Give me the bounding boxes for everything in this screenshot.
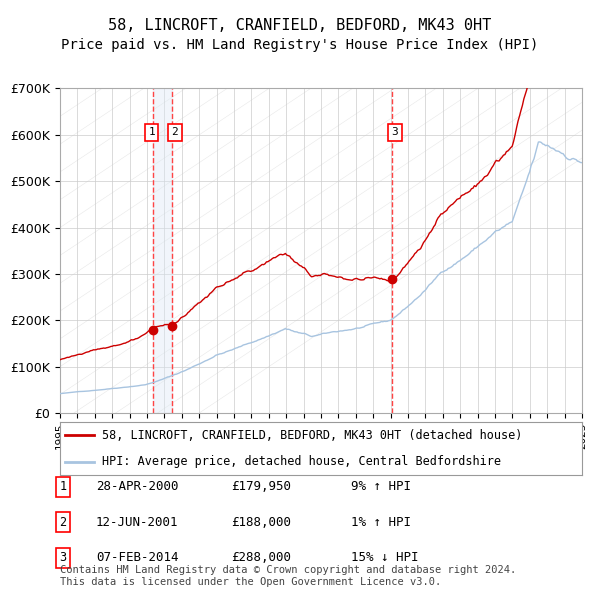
Text: 2: 2	[172, 127, 178, 137]
Text: 2: 2	[59, 516, 67, 529]
Bar	[152, 88, 172, 413]
Text: Contains HM Land Registry data © Crown copyright and database right 2024.
This d: Contains HM Land Registry data © Crown c…	[60, 565, 516, 587]
Text: £179,950: £179,950	[231, 480, 291, 493]
Text: 58, LINCROFT, CRANFIELD, BEDFORD, MK43 0HT: 58, LINCROFT, CRANFIELD, BEDFORD, MK43 0…	[109, 18, 491, 32]
Text: 07-FEB-2014: 07-FEB-2014	[96, 551, 179, 564]
Text: 3: 3	[59, 551, 67, 564]
Text: 9% ↑ HPI: 9% ↑ HPI	[351, 480, 411, 493]
Text: 15% ↓ HPI: 15% ↓ HPI	[351, 551, 419, 564]
Text: 3: 3	[392, 127, 398, 137]
Text: £288,000: £288,000	[231, 551, 291, 564]
Text: Price paid vs. HM Land Registry's House Price Index (HPI): Price paid vs. HM Land Registry's House …	[61, 38, 539, 53]
Text: £188,000: £188,000	[231, 516, 291, 529]
Text: 58, LINCROFT, CRANFIELD, BEDFORD, MK43 0HT (detached house): 58, LINCROFT, CRANFIELD, BEDFORD, MK43 0…	[102, 428, 522, 442]
Text: 12-JUN-2001: 12-JUN-2001	[96, 516, 179, 529]
Text: 1: 1	[59, 480, 67, 493]
Text: 1% ↑ HPI: 1% ↑ HPI	[351, 516, 411, 529]
Text: 28-APR-2000: 28-APR-2000	[96, 480, 179, 493]
Text: HPI: Average price, detached house, Central Bedfordshire: HPI: Average price, detached house, Cent…	[102, 455, 501, 468]
Text: 1: 1	[148, 127, 155, 137]
